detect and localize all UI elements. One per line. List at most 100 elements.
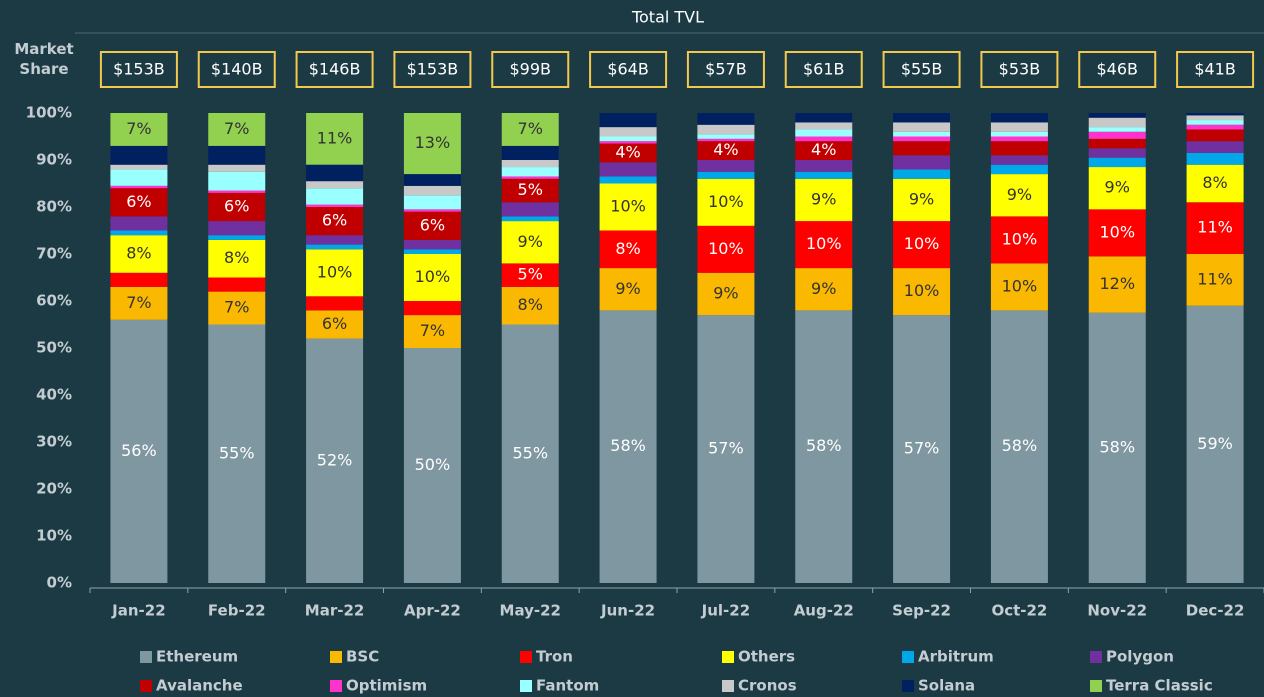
data-label: 8% xyxy=(224,248,249,267)
data-label: 8% xyxy=(615,239,640,258)
bar-segment xyxy=(403,174,461,186)
bar-segment xyxy=(1088,209,1146,257)
total-tvl-label: $64B xyxy=(607,60,649,79)
bar-segment xyxy=(306,164,364,182)
data-label: 10% xyxy=(806,234,842,253)
y-tick-label: 10% xyxy=(36,527,72,545)
legend-swatch xyxy=(520,651,532,663)
total-tvl-label: $153B xyxy=(113,60,165,79)
x-tick-label: May-22 xyxy=(500,602,561,620)
bar-segment xyxy=(501,221,559,264)
legend-swatch xyxy=(902,680,914,692)
data-label: 7% xyxy=(126,119,151,138)
legend-swatch xyxy=(520,680,532,692)
bar-segment xyxy=(501,176,559,179)
data-label: 56% xyxy=(121,441,157,460)
data-label: 9% xyxy=(1105,178,1130,197)
bar-segment xyxy=(306,296,364,311)
bar-segment xyxy=(990,310,1048,583)
bar-segment xyxy=(893,113,951,123)
legend-swatch xyxy=(1090,680,1102,692)
bar-segment xyxy=(697,315,755,583)
bar-segment xyxy=(403,254,461,301)
legend-label: Tron xyxy=(536,648,573,666)
bar-segment xyxy=(795,178,853,222)
bar-segment xyxy=(697,272,755,316)
bar-segment xyxy=(306,204,364,207)
bar-segment xyxy=(599,127,657,137)
x-tick-label: Nov-22 xyxy=(1087,602,1147,620)
bar-segment xyxy=(501,160,559,168)
data-label: 11% xyxy=(1197,218,1233,237)
x-tick-label: Jan-22 xyxy=(111,602,165,620)
data-label: 10% xyxy=(904,234,940,253)
legend-swatch xyxy=(140,680,152,692)
data-label: 11% xyxy=(1197,269,1233,288)
bar-segment xyxy=(208,239,266,278)
data-label: 6% xyxy=(322,211,347,230)
data-label: 7% xyxy=(126,293,151,312)
data-label: 6% xyxy=(224,197,249,216)
legend-label: Avalanche xyxy=(156,677,243,695)
bar-segment xyxy=(697,138,755,142)
bar-segment xyxy=(208,190,266,193)
bar-segment xyxy=(208,221,266,236)
legend-swatch xyxy=(722,680,734,692)
bar-segment xyxy=(599,230,657,269)
bar-segment xyxy=(1088,127,1146,132)
data-label: 4% xyxy=(811,140,836,159)
bar-segment xyxy=(208,277,266,292)
total-tvl-label: $41B xyxy=(1194,60,1236,79)
bar-segment xyxy=(893,131,951,137)
bar-segment xyxy=(697,113,755,125)
data-label: 9% xyxy=(811,279,836,298)
legend-swatch xyxy=(1090,651,1102,663)
bar-segment xyxy=(110,216,168,231)
data-label: 11% xyxy=(317,128,353,147)
legend-swatch xyxy=(140,651,152,663)
legend-label: Terra Classic xyxy=(1106,677,1213,695)
total-tvl-label: $57B xyxy=(705,60,747,79)
total-tvl-label: $46B xyxy=(1096,60,1138,79)
bar-segment xyxy=(1088,157,1146,168)
bar-segment xyxy=(110,188,168,217)
bar-segment xyxy=(599,136,657,142)
data-label: 10% xyxy=(904,281,940,300)
data-label: 9% xyxy=(1007,185,1032,204)
bar-segment xyxy=(893,169,951,179)
legend-label: Solana xyxy=(918,677,975,695)
bar-segment xyxy=(306,207,364,236)
y-tick-label: 30% xyxy=(36,433,72,451)
bar-segment xyxy=(110,230,168,236)
bar-segment xyxy=(1186,202,1244,254)
bar-segment xyxy=(1088,256,1146,313)
data-label: 7% xyxy=(518,119,543,138)
bar-segment xyxy=(599,162,657,177)
bar-segment xyxy=(403,211,461,240)
data-label: 4% xyxy=(713,140,738,159)
legend-label: Arbitrum xyxy=(918,648,994,666)
bar-segment xyxy=(795,136,853,142)
data-label: 5% xyxy=(518,180,543,199)
total-tvl-label: $146B xyxy=(309,60,361,79)
x-tick-label: Oct-22 xyxy=(991,602,1047,620)
bar-segment xyxy=(501,216,559,222)
bar-segment xyxy=(501,167,559,177)
bar-segment xyxy=(990,174,1048,217)
bar-segment xyxy=(893,141,951,156)
bar-segment xyxy=(208,192,266,222)
bar-segment xyxy=(697,178,755,226)
bar-segment xyxy=(403,239,461,250)
bar-segment xyxy=(306,338,364,583)
data-label: 4% xyxy=(615,142,640,161)
data-label: 7% xyxy=(224,298,249,317)
total-tvl-label: $153B xyxy=(407,60,459,79)
legend-label: Optimism xyxy=(346,677,427,695)
bar-segment xyxy=(990,216,1048,264)
bar-segment xyxy=(110,185,168,189)
bar-segment xyxy=(795,268,853,311)
bar-segment xyxy=(795,310,853,583)
total-tvl-box xyxy=(882,51,961,88)
data-label: 10% xyxy=(708,192,744,211)
